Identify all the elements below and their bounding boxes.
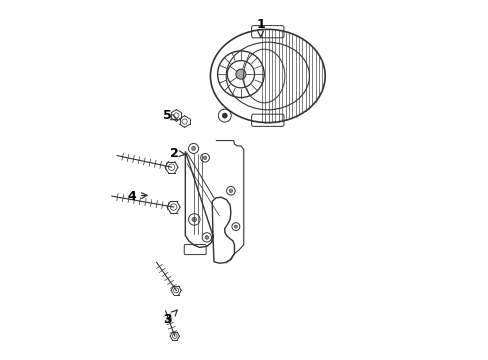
Circle shape (235, 69, 245, 79)
Circle shape (222, 113, 227, 118)
Circle shape (192, 217, 196, 222)
Circle shape (229, 189, 232, 193)
Text: 5: 5 (163, 109, 177, 122)
Circle shape (203, 156, 206, 159)
Text: 3: 3 (163, 310, 177, 327)
Text: 1: 1 (256, 18, 264, 37)
Text: 4: 4 (127, 190, 147, 203)
Circle shape (191, 147, 195, 150)
Circle shape (234, 225, 237, 228)
Circle shape (204, 235, 208, 239)
Text: 2: 2 (170, 147, 184, 159)
